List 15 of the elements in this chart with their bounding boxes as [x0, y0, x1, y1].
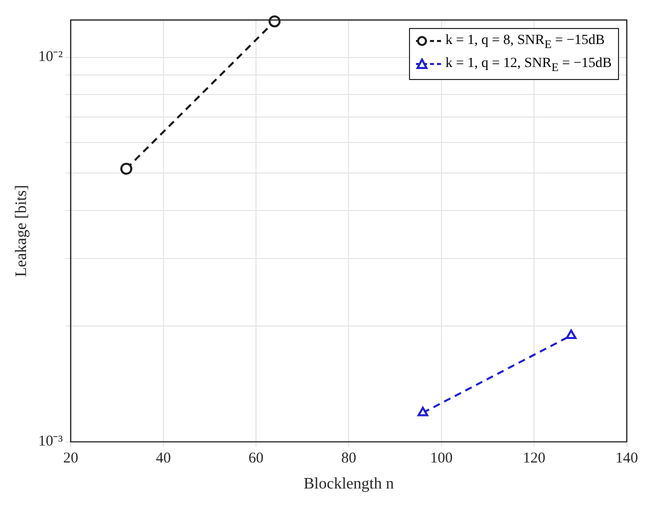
- x-tick-label: 60: [248, 450, 264, 467]
- x-tick-label: 140: [616, 450, 638, 467]
- legend-label: k = 1, q = 8, SNR$_{E}$ = −15dB: [445, 33, 605, 51]
- y-tick-label: 10⁻³: [38, 434, 64, 450]
- y-tick-label: 10⁻²: [38, 49, 64, 66]
- x-tick-label: 120: [522, 450, 546, 467]
- x-tick-label: 80: [341, 450, 356, 467]
- legend-label: k = 1, q = 12, SNR$_{E}$ = −15dB: [445, 56, 612, 74]
- x-tick-label: 100: [430, 450, 453, 467]
- y-axis-title: Leakage [bits]: [12, 184, 30, 277]
- x-tick-label: 40: [156, 450, 171, 467]
- point: [268, 15, 281, 28]
- x-axis-title: Blocklength n: [304, 476, 394, 493]
- x-tick-label: 20: [63, 450, 78, 467]
- point: [120, 162, 132, 175]
